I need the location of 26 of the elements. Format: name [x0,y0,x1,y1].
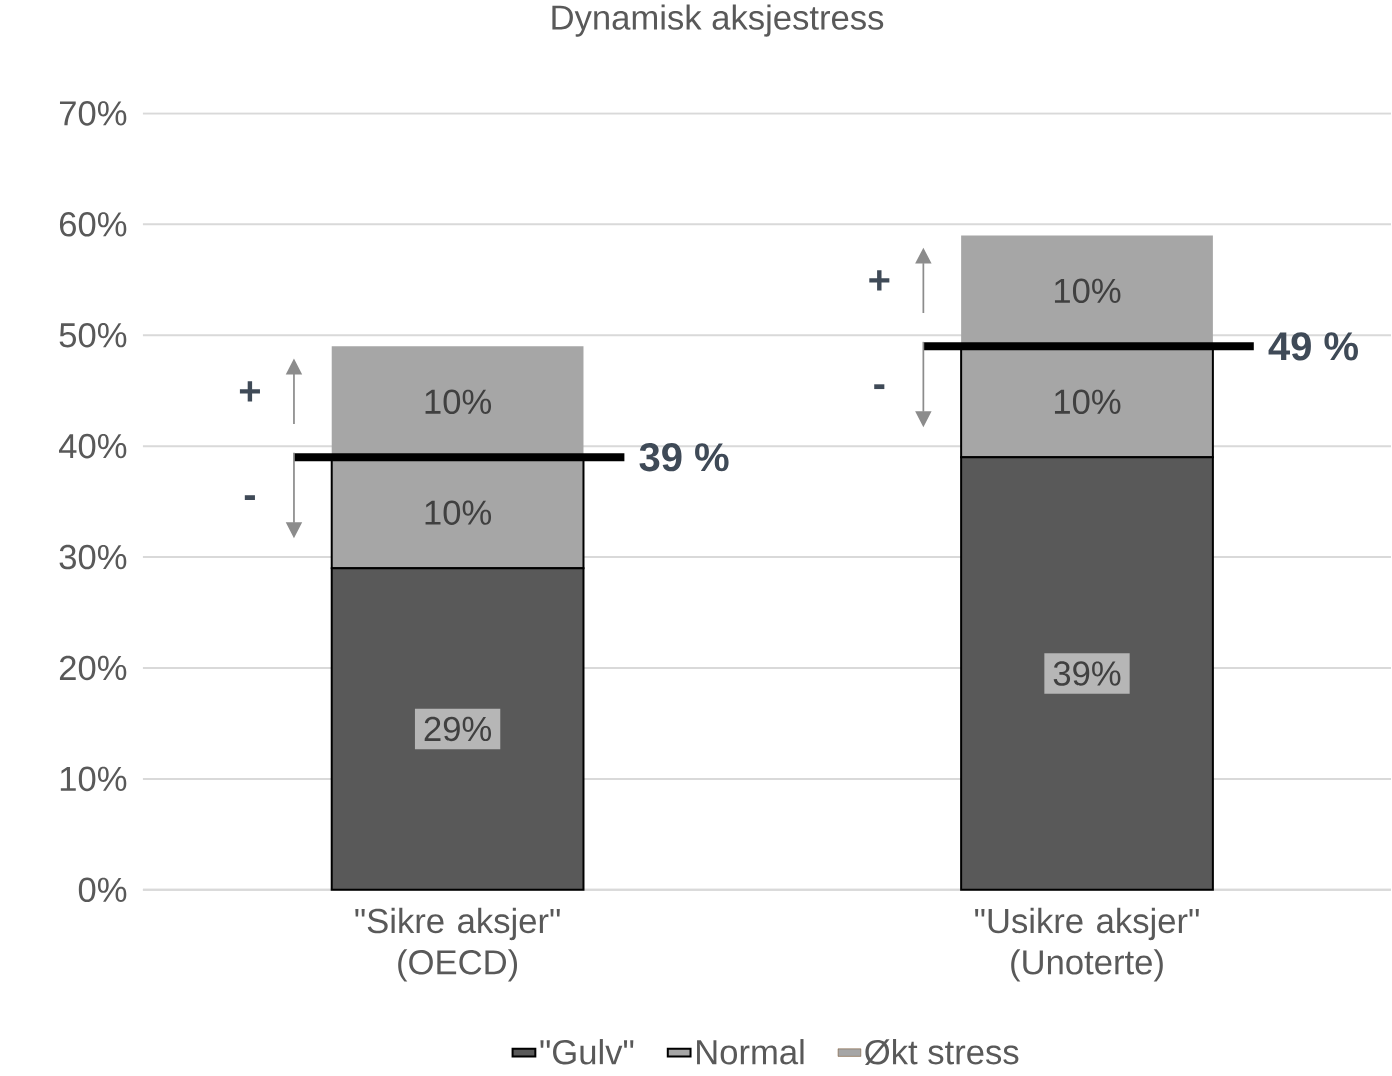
y-tick-label: 50% [59,323,127,348]
chart-title: Dynamisk aksjestress [552,4,884,37]
legend-label: "Gulv" [540,1039,634,1065]
annotation: - [244,495,255,501]
y-tick-label: 10% [60,766,127,792]
legend-label: Økt stress [864,1039,1019,1066]
y-tick-label: 20% [59,655,127,681]
annotation: 49 % [1268,332,1358,361]
data-label: 10% [425,500,492,526]
y-tick-label: 40% [59,434,127,459]
y-tick-label: 30% [59,544,127,570]
legend-label: Normal [697,1039,804,1065]
data-label: 29% [424,716,492,742]
annotation: 39 % [639,443,729,472]
data-label: 10% [1054,278,1121,304]
annotation: - [874,384,885,390]
data-label: 10% [425,389,492,415]
annotation: + [869,270,890,291]
annotation: + [239,381,260,402]
y-tick-label: 60% [59,212,127,237]
x-tick-label: "Usikre aksjer" (Unoterte) [975,908,1199,982]
x-tick-label: "Sikre aksjer" (OECD) [355,908,560,982]
y-tick-label: 70% [59,101,127,126]
y-tick-label: 0% [78,877,127,903]
data-label: 10% [1054,389,1121,415]
data-label: 39% [1053,661,1121,686]
